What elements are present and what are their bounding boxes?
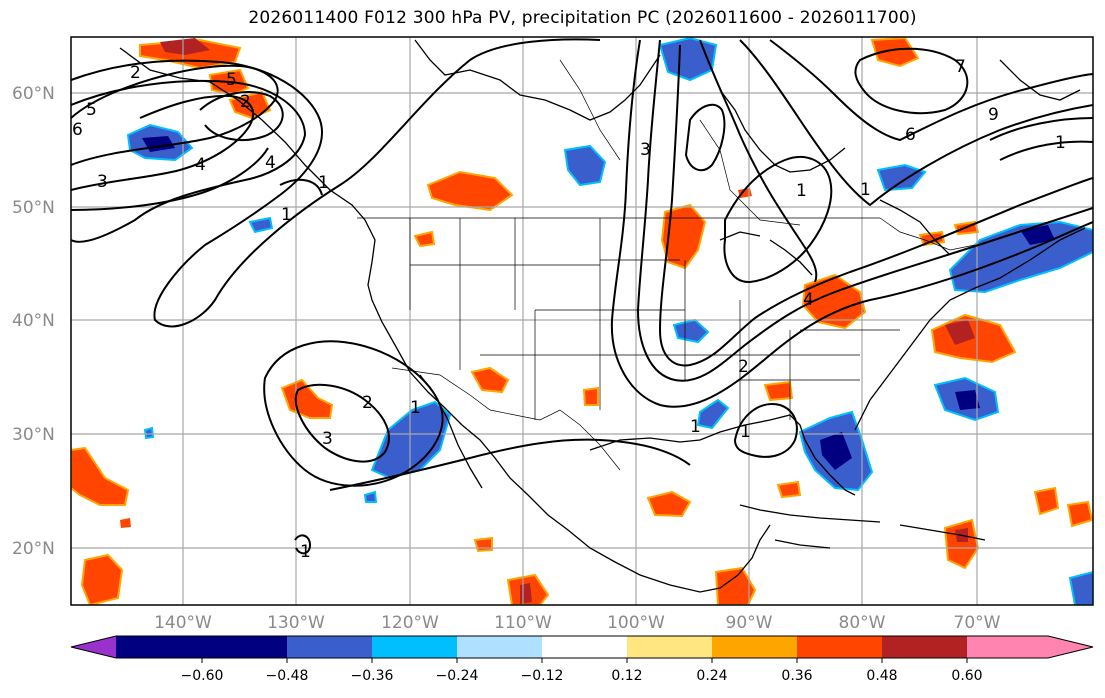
colorbar: −0.60 −0.48 −0.36 −0.24 −0.12 0.12 0.24 … bbox=[70, 635, 1094, 684]
pv-contours bbox=[71, 38, 1093, 555]
colorbar-segment bbox=[116, 636, 202, 658]
colorbar-ticks bbox=[201, 658, 968, 663]
contour-label: 3 bbox=[97, 172, 108, 192]
colorbar-tick-label: 0.12 bbox=[611, 668, 642, 684]
lat-label-40n: 40°N bbox=[12, 311, 55, 331]
colorbar-outline bbox=[70, 635, 1094, 659]
colorbar-left-extension bbox=[71, 636, 116, 658]
contour-label: 6 bbox=[905, 125, 916, 145]
colorbar-tick-label: 0.48 bbox=[866, 668, 897, 684]
colorbar-segment bbox=[712, 636, 797, 658]
colorbar-segment bbox=[542, 636, 627, 658]
contour-label: 1 bbox=[410, 398, 421, 418]
colorbar-right-extension bbox=[1048, 636, 1093, 658]
colorbar-segment bbox=[967, 636, 1048, 658]
precip-negative-areas bbox=[126, 37, 1093, 605]
colorbar-tick-label: −0.12 bbox=[521, 668, 564, 684]
colorbar-segment bbox=[797, 636, 882, 658]
colorbar-tick-label: 0.24 bbox=[696, 668, 727, 684]
colorbar-segment bbox=[882, 636, 967, 658]
colorbar-tick-label: −0.48 bbox=[266, 668, 309, 684]
contour-label: 9 bbox=[988, 105, 999, 125]
colorbar-tick-label: 0.60 bbox=[951, 668, 982, 684]
contour-label: 6 bbox=[72, 120, 83, 140]
contour-label: 3 bbox=[322, 429, 333, 449]
longitude-labels: 140°W 130°W 120°W 110°W 100°W 90°W 80°W … bbox=[154, 613, 1001, 633]
contour-label: 2 bbox=[130, 63, 141, 83]
contour-label: 7 bbox=[955, 57, 966, 77]
contour-label: 1 bbox=[860, 180, 871, 200]
contour-label: 1 bbox=[796, 181, 807, 201]
contour-label: 1 bbox=[281, 205, 292, 225]
contour-label: 3 bbox=[640, 140, 651, 160]
contour-label-group: 2 5 6 4 3 5 2 4 1 1 3 2 3 1 1 4 2 1 1 6 … bbox=[72, 57, 1066, 562]
colorbar-segment bbox=[202, 636, 287, 658]
contour-label: 4 bbox=[265, 153, 276, 173]
lon-label-90w: 90°W bbox=[726, 613, 773, 633]
contour-label: 1 bbox=[1055, 133, 1066, 153]
contour-label: 1 bbox=[740, 422, 751, 442]
political-borders bbox=[357, 59, 976, 471]
lat-label-20n: 20°N bbox=[12, 539, 55, 559]
colorbar-tick-label: −0.36 bbox=[351, 668, 394, 684]
lon-label-120w: 120°W bbox=[381, 613, 439, 633]
map-title: 2026011400 F012 300 hPa PV, precipitatio… bbox=[248, 8, 917, 28]
lon-label-80w: 80°W bbox=[839, 613, 886, 633]
colorbar-segment bbox=[457, 636, 542, 658]
lat-label-50n: 50°N bbox=[12, 198, 55, 218]
contour-label: 1 bbox=[690, 417, 701, 437]
lon-label-70w: 70°W bbox=[954, 613, 1001, 633]
lon-label-100w: 100°W bbox=[607, 613, 665, 633]
contour-label: 2 bbox=[240, 92, 251, 112]
contour-label: 2 bbox=[738, 357, 749, 377]
contour-label: 4 bbox=[195, 155, 206, 175]
colorbar-tick-label: 0.36 bbox=[781, 668, 812, 684]
colorbar-segment bbox=[372, 636, 457, 658]
colorbar-tick-label: −0.60 bbox=[181, 668, 224, 684]
latitude-labels: 60°N 50°N 40°N 30°N 20°N bbox=[12, 84, 55, 559]
map-background bbox=[71, 37, 1093, 605]
contour-label: 4 bbox=[803, 290, 814, 310]
colorbar-tick-label: −0.24 bbox=[436, 668, 479, 684]
lon-label-110w: 110°W bbox=[494, 613, 552, 633]
map-frame bbox=[70, 36, 1094, 606]
contour-label: 2 bbox=[362, 393, 373, 413]
contour-label: 5 bbox=[226, 70, 237, 90]
colorbar-segment bbox=[627, 636, 712, 658]
contour-label: 1 bbox=[318, 173, 329, 193]
contour-label: 1 bbox=[300, 542, 311, 562]
lon-label-130w: 130°W bbox=[267, 613, 325, 633]
lon-label-140w: 140°W bbox=[154, 613, 212, 633]
colorbar-segment bbox=[287, 636, 372, 658]
lat-label-30n: 30°N bbox=[12, 425, 55, 445]
contour-label: 5 bbox=[86, 100, 97, 120]
lat-label-60n: 60°N bbox=[12, 84, 55, 104]
